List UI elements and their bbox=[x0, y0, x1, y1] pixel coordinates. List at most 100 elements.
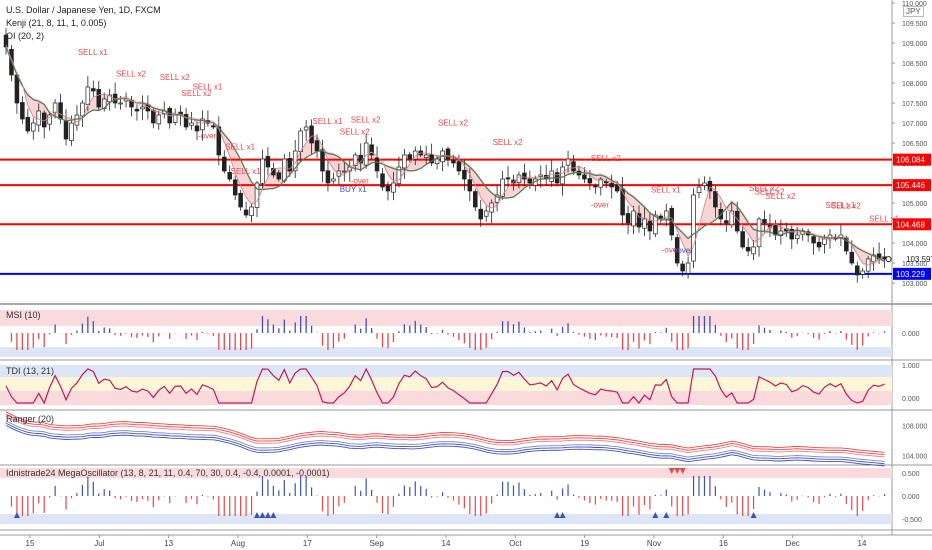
candle-body bbox=[478, 208, 484, 220]
candle-body bbox=[85, 86, 91, 105]
mega-sell-triangle bbox=[679, 468, 686, 474]
candle-body bbox=[571, 161, 576, 172]
level-price-badge bbox=[893, 267, 931, 280]
candle-body bbox=[211, 125, 216, 128]
candle-body bbox=[516, 174, 522, 183]
ranger-tick-label: 104.000 bbox=[902, 454, 927, 461]
candle-body bbox=[451, 159, 456, 164]
candle-body bbox=[385, 185, 391, 192]
candle-body bbox=[849, 251, 855, 264]
candle-body bbox=[222, 156, 227, 172]
candle-body bbox=[396, 166, 402, 184]
candle-body bbox=[773, 224, 778, 236]
level-price-label: 105.446 bbox=[896, 181, 925, 190]
signal-label: SELL x1 bbox=[225, 143, 255, 152]
candle-body bbox=[374, 157, 380, 172]
candle-body bbox=[505, 177, 511, 180]
candle-body bbox=[680, 263, 685, 272]
candle-body bbox=[593, 185, 598, 188]
ranger-band-line bbox=[5, 416, 885, 458]
signal-label: SELL x1 bbox=[231, 167, 261, 176]
mega-buy-triangle bbox=[264, 512, 271, 518]
megaoscillator-panel-title[interactable]: Idnistrade24 MegaOscillator (13, 8, 21, … bbox=[6, 468, 330, 478]
candle-body bbox=[871, 254, 876, 263]
candle-body bbox=[822, 238, 827, 245]
kenji-ma-line bbox=[5, 46, 885, 263]
symbol-title: U.S. Dollar / Japanese Yen, 1D, FXCM bbox=[6, 5, 161, 15]
candle-body bbox=[52, 102, 58, 113]
candle-body bbox=[14, 74, 20, 104]
candle-body bbox=[702, 182, 707, 186]
candle-body bbox=[265, 156, 271, 168]
candle-body bbox=[598, 178, 604, 188]
candle-body bbox=[762, 219, 767, 224]
candle-body bbox=[25, 116, 31, 132]
candle-body bbox=[227, 171, 232, 180]
price-tick-label: 109.000 bbox=[902, 41, 927, 48]
signal-label: SELL x1 bbox=[312, 117, 342, 126]
candle-body bbox=[3, 34, 9, 48]
time-tick-label: Nov bbox=[647, 539, 661, 548]
signal-label: SELL x2 bbox=[438, 119, 468, 128]
candle-body bbox=[565, 158, 571, 166]
time-tick-label: 16 bbox=[719, 539, 728, 548]
candle-body bbox=[696, 186, 702, 194]
signal-label: SELL x2 bbox=[591, 154, 621, 163]
mega-oversold-zone bbox=[0, 514, 892, 524]
chart-legend: U.S. Dollar / Japanese Yen, 1D, FXCM Ken… bbox=[6, 4, 161, 43]
mega-buy-triangle bbox=[13, 512, 20, 518]
candle-body bbox=[69, 122, 74, 141]
candle-body bbox=[724, 220, 729, 224]
candle-body bbox=[560, 166, 565, 185]
signal-label: SELL x1 bbox=[651, 185, 681, 194]
candle-body bbox=[123, 98, 129, 102]
mega-buy-triangle bbox=[254, 512, 261, 518]
mega-overbought-zone bbox=[0, 468, 892, 478]
level-price-label: 103.229 bbox=[896, 270, 925, 279]
ranger-band-line bbox=[5, 422, 885, 465]
signal-label: -over bbox=[662, 246, 681, 255]
candle-body bbox=[118, 102, 123, 105]
time-tick-label: 19 bbox=[580, 539, 589, 548]
candle-body bbox=[216, 126, 222, 156]
candle-body bbox=[243, 209, 249, 216]
candle-body bbox=[778, 230, 784, 237]
candle-body bbox=[811, 236, 816, 244]
candle-body bbox=[429, 154, 434, 164]
candle-body bbox=[756, 218, 762, 248]
candle-body bbox=[292, 150, 298, 172]
candle-body bbox=[287, 158, 293, 172]
time-tick-label: Dec bbox=[786, 539, 800, 548]
level-price-label: 106.084 bbox=[896, 156, 925, 165]
tdi-panel-title[interactable]: TDI (13, 21) bbox=[6, 366, 55, 376]
tdi-lower-zone bbox=[0, 391, 892, 405]
candle-body bbox=[134, 108, 140, 112]
signal-label: BUY x1 bbox=[340, 185, 368, 194]
price-tick-label: 107.500 bbox=[902, 101, 927, 108]
oi-indicator-label[interactable]: OI (20, 2) bbox=[6, 31, 45, 41]
mega-buy-triangle bbox=[270, 512, 277, 518]
candle-body bbox=[582, 174, 587, 180]
signal-label: SELL x2 bbox=[749, 184, 779, 193]
candle-body bbox=[303, 126, 309, 131]
mega-sell-triangle bbox=[668, 468, 675, 474]
ranger-band-line bbox=[5, 413, 885, 456]
tdi-tick-label: 0.000 bbox=[902, 396, 920, 403]
ranger-tick-label: 108.000 bbox=[902, 424, 927, 431]
candle-body bbox=[402, 154, 407, 169]
signal-label: -over bbox=[198, 132, 217, 141]
candle-body bbox=[331, 178, 336, 182]
kenji-indicator-label[interactable]: Kenji (21, 8, 11, 1, 0.005) bbox=[6, 18, 107, 28]
ranger-panel-title[interactable]: Ranger (20) bbox=[6, 414, 55, 424]
mega-buy-triangle bbox=[663, 512, 670, 518]
level-price-badge bbox=[893, 179, 931, 192]
price-tick-label: 109.500 bbox=[902, 21, 927, 28]
candle-body bbox=[489, 202, 494, 213]
signal-label: SELL x1 bbox=[192, 82, 222, 91]
msi-panel-title[interactable]: MSI (10) bbox=[6, 310, 41, 320]
signal-label: SELL x2 bbox=[765, 192, 795, 201]
candle-body bbox=[729, 210, 735, 226]
price-tick-label: 106.500 bbox=[902, 141, 927, 148]
candle-body bbox=[325, 170, 331, 184]
msi-overbought-zone bbox=[0, 310, 892, 326]
